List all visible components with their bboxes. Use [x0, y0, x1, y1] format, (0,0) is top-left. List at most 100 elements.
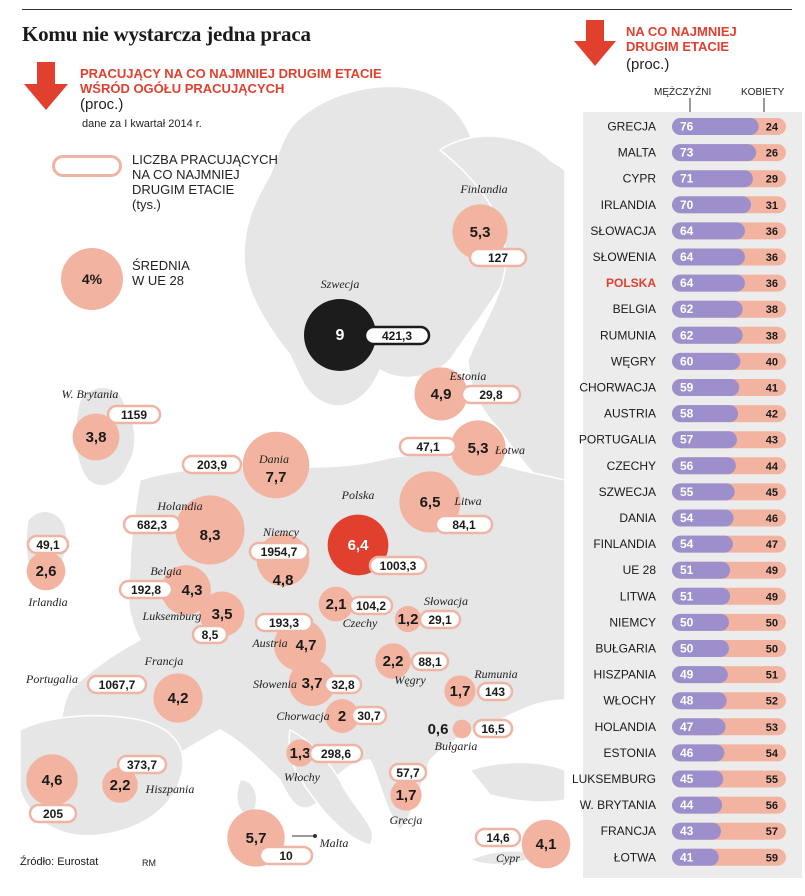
map-unit: (proc.) [80, 96, 124, 113]
legend-count-line1: LICZBA PRACUJĄCYCH [132, 152, 278, 167]
bubble-percent-label: 4,2 [168, 690, 189, 707]
count-pill [368, 555, 428, 576]
bubble-portugalia [26, 754, 78, 806]
count-pill-label: 29,8 [479, 388, 503, 402]
bubble-percent-label: 2,1 [326, 596, 347, 613]
bubble-percent-label: 3,8 [86, 429, 107, 446]
bar-header-men: MĘŻCZYŹNI [654, 87, 712, 98]
bubble-percent-label: 5,3 [470, 224, 491, 241]
map-heading-line1: PRACUJĄCY NA CO NAJMNIEJ DRUGIM ETACIE [80, 66, 382, 81]
count-pill-label: 298,6 [321, 747, 351, 761]
count-pill-label: 47,1 [416, 440, 440, 454]
bar-men-value: 64 [680, 224, 694, 238]
bar-women-value: 42 [766, 409, 778, 421]
bar-country-label: RUMUNIA [600, 328, 656, 342]
bubble-w-brytania [72, 413, 120, 461]
count-pill [460, 384, 522, 405]
bar-men-value: 64 [680, 276, 694, 290]
bar-men [672, 692, 727, 710]
count-pill [106, 404, 162, 425]
bar-men-value: 55 [680, 485, 694, 499]
legend-count-line3: DRUGIM ETACIE [132, 182, 235, 197]
count-pill [116, 754, 168, 775]
bar-country-label: FRANCJA [601, 824, 656, 838]
bar-country-label: SZWECJA [599, 485, 656, 499]
bubble-percent-label: 4,1 [536, 836, 557, 853]
bar-heading-line1: NA CO NAJMNIEJ [626, 24, 737, 39]
country-name-label: Dania [258, 452, 289, 466]
bar-men-value: 57 [680, 433, 694, 447]
bar-women-value: 24 [766, 122, 779, 134]
bar-country-label: PORTUGALIA [579, 433, 656, 447]
bar-men-value: 44 [680, 798, 694, 812]
country-name-label: Luksemburg [142, 609, 202, 623]
bubble-irlandia [26, 551, 66, 591]
bar-women-value: 49 [766, 565, 778, 577]
country-name-label: Grecja [390, 813, 423, 827]
bubble-rumunia [444, 675, 476, 707]
count-pill-label: 1067,7 [99, 678, 136, 692]
bar-men [672, 222, 745, 240]
bar-men-value: 73 [680, 146, 694, 160]
bar-women-value: 54 [766, 748, 779, 760]
count-pill-label: 127 [488, 251, 508, 265]
bar-country-label: POLSKA [606, 276, 656, 290]
bar-women-value: 49 [766, 591, 778, 603]
bar-country-label: BUŁGARIA [595, 642, 656, 656]
bubble-bułgaria [452, 719, 472, 739]
bar-men [672, 561, 731, 579]
bar-women-value: 40 [766, 356, 778, 368]
bar-country-label: ESTONIA [604, 746, 656, 760]
bar-men [672, 457, 736, 475]
bar-women-value: 45 [766, 487, 778, 499]
bubble-słowacja [394, 605, 422, 633]
count-pill-label: 88,1 [418, 655, 442, 669]
legend-average-line1: ŚREDNIA [132, 258, 190, 273]
bar-men [672, 483, 735, 501]
bubble-słowenia [288, 659, 336, 707]
bar-women-value: 57 [766, 826, 778, 838]
count-pill-label: 14,6 [486, 831, 510, 845]
count-pill [434, 514, 494, 535]
count-pill-label: 30,7 [357, 709, 381, 723]
bar-women-value: 50 [766, 644, 778, 656]
bar-country-label: IRLANDIA [601, 198, 656, 212]
page-title: Komu nie wystarcza jedna praca [22, 22, 311, 46]
bar-men [672, 118, 759, 135]
bar-women-value: 56 [766, 800, 778, 812]
country-name-label: Czechy [343, 616, 378, 630]
country-name-label: Cypr [496, 851, 520, 865]
bar-men-value: 62 [680, 328, 694, 342]
bar-country-label: FINLANDIA [593, 537, 656, 551]
count-pill-label: 8,5 [202, 628, 219, 642]
bar-men-value: 46 [680, 746, 694, 760]
count-pill-label: 192,8 [131, 583, 161, 597]
legend-count-line4: (tys.) [132, 197, 161, 212]
bar-country-label: HOLANDIA [595, 720, 656, 734]
count-pill [468, 247, 528, 268]
count-pill [122, 514, 182, 535]
country-name-label: Irlandia [27, 595, 67, 609]
country-name-label: Hiszpania [145, 782, 195, 796]
bar-men [672, 796, 723, 814]
bubble-czechy [318, 586, 354, 622]
bar-heading-line2: DRUGIM ETACIE [626, 39, 730, 54]
country-name-label: Holandia [156, 499, 202, 513]
country-name-label: Bułgaria [435, 739, 478, 753]
bar-men-value: 48 [680, 694, 694, 708]
count-pill-label: 32,8 [331, 678, 355, 692]
bar-men [672, 613, 729, 631]
map-heading: PRACUJĄCY NA CO NAJMNIEJ DRUGIM ETACIE W… [80, 66, 382, 96]
bar-men-value: 51 [680, 589, 694, 603]
bubble-percent-label: 1,2 [398, 611, 419, 628]
bubble-cypr [521, 819, 571, 869]
country-name-label: Rumunia [473, 667, 517, 681]
bar-country-label: LITWA [620, 589, 656, 603]
country-name-label: Szwecja [321, 277, 360, 291]
count-pill [348, 595, 394, 616]
bar-men [672, 718, 726, 736]
bubble-percent-label: 3,5 [212, 606, 233, 623]
bar-header-women: KOBIETY [741, 87, 785, 98]
